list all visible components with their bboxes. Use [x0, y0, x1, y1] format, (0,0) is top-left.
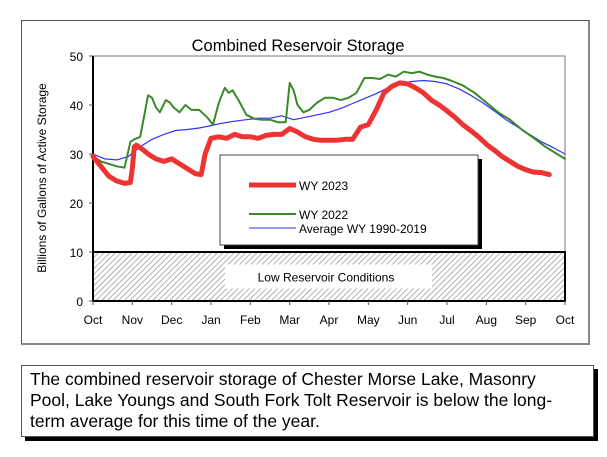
x-tick-label: Aug — [476, 313, 497, 327]
x-axis: Oct Nov Dec Jan Feb Mar Apr May Jun Jul Aug Sep Oct — [84, 300, 575, 327]
low-reservoir-label: Low Reservoir Conditions — [258, 271, 395, 285]
x-tick-label: Oct — [84, 313, 103, 327]
summary-note-line: term average for this time of the year. — [30, 411, 320, 431]
x-tick-label: May — [357, 313, 380, 327]
legend-label-wy2023: WY 2023 — [299, 179, 348, 193]
x-tick-label: Feb — [240, 313, 261, 327]
legend: WY 2023 WY 2022 Average WY 1990-2019 — [219, 154, 482, 249]
y-tick-label: 20 — [70, 197, 84, 211]
summary-note-line: Pool, Lake Youngs and South Fork Tolt Re… — [30, 390, 553, 410]
series-line-average — [92, 79, 566, 161]
legend-box — [219, 154, 479, 246]
y-tick-label: 30 — [70, 148, 84, 162]
x-tick-label: Nov — [122, 313, 143, 327]
chart-frame — [21, 20, 590, 345]
y-tick-label: 10 — [70, 246, 84, 260]
chart-title: Combined Reservoir Storage — [192, 37, 405, 55]
series-line-wy2023 — [90, 80, 552, 186]
x-tick-label: Mar — [279, 313, 300, 327]
x-tick-label: Jun — [398, 313, 417, 327]
x-tick-label: Oct — [556, 313, 575, 327]
legend-label-average: Average WY 1990-2019 — [299, 222, 427, 236]
y-tick-label: 40 — [70, 99, 84, 113]
summary-note: The combined reservoir storage of Cheste… — [21, 365, 594, 437]
x-tick-label: Jul — [439, 313, 454, 327]
y-tick-label: 0 — [76, 295, 83, 309]
y-tick-label: 50 — [70, 50, 84, 64]
y-axis: 0 10 20 30 40 50 — [70, 50, 94, 309]
low-reservoir-label-background — [225, 264, 432, 289]
x-tick-label: Sep — [515, 313, 537, 327]
series-layer — [90, 70, 566, 186]
series-line-wy2022 — [92, 70, 566, 169]
summary-note-line: The combined reservoir storage of Cheste… — [30, 369, 536, 389]
x-tick-label: Jan — [201, 313, 220, 327]
chart: Combined Reservoir Storage Billions of G… — [35, 37, 575, 327]
x-tick-label: Apr — [320, 313, 339, 327]
legend-label-wy2022: WY 2022 — [299, 208, 348, 222]
x-tick-label: Dec — [161, 313, 182, 327]
y-axis-label: Billions of Gallons of Active Storage — [35, 83, 49, 273]
